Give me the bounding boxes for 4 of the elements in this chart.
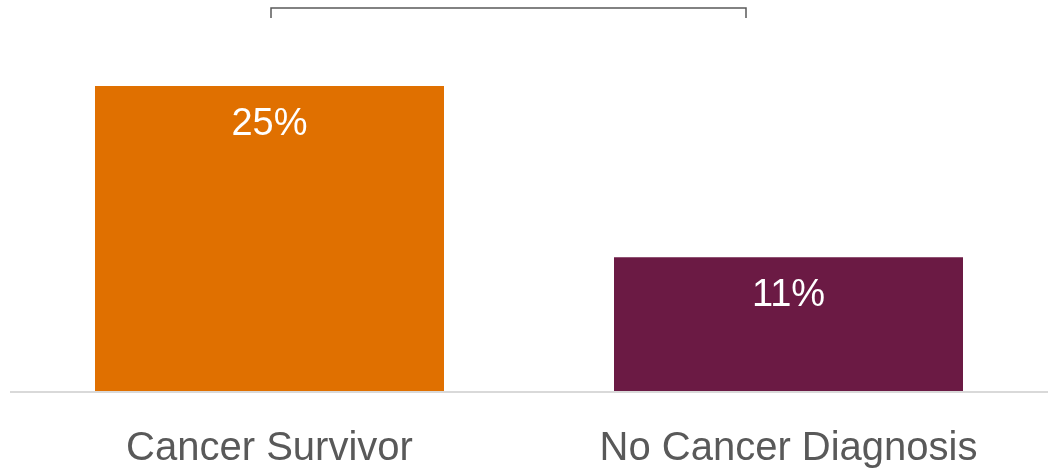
x-tick-label: Cancer Survivor: [126, 424, 413, 469]
data-label: 11%: [751, 272, 826, 315]
data-label: 25%: [231, 100, 308, 143]
x-tick-label: No Cancer Diagnosis: [599, 424, 978, 469]
